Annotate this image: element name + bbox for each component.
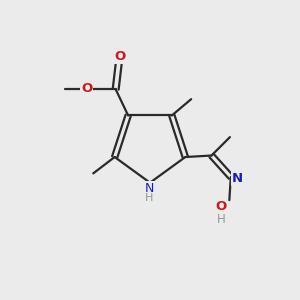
Text: O: O — [215, 200, 226, 213]
Text: H: H — [217, 213, 225, 226]
Text: N: N — [145, 184, 155, 197]
Text: N: N — [145, 184, 155, 197]
Text: N: N — [232, 172, 243, 185]
Text: N: N — [145, 182, 154, 195]
Text: O: O — [115, 50, 126, 63]
Text: H: H — [145, 193, 154, 203]
Text: O: O — [81, 82, 92, 95]
